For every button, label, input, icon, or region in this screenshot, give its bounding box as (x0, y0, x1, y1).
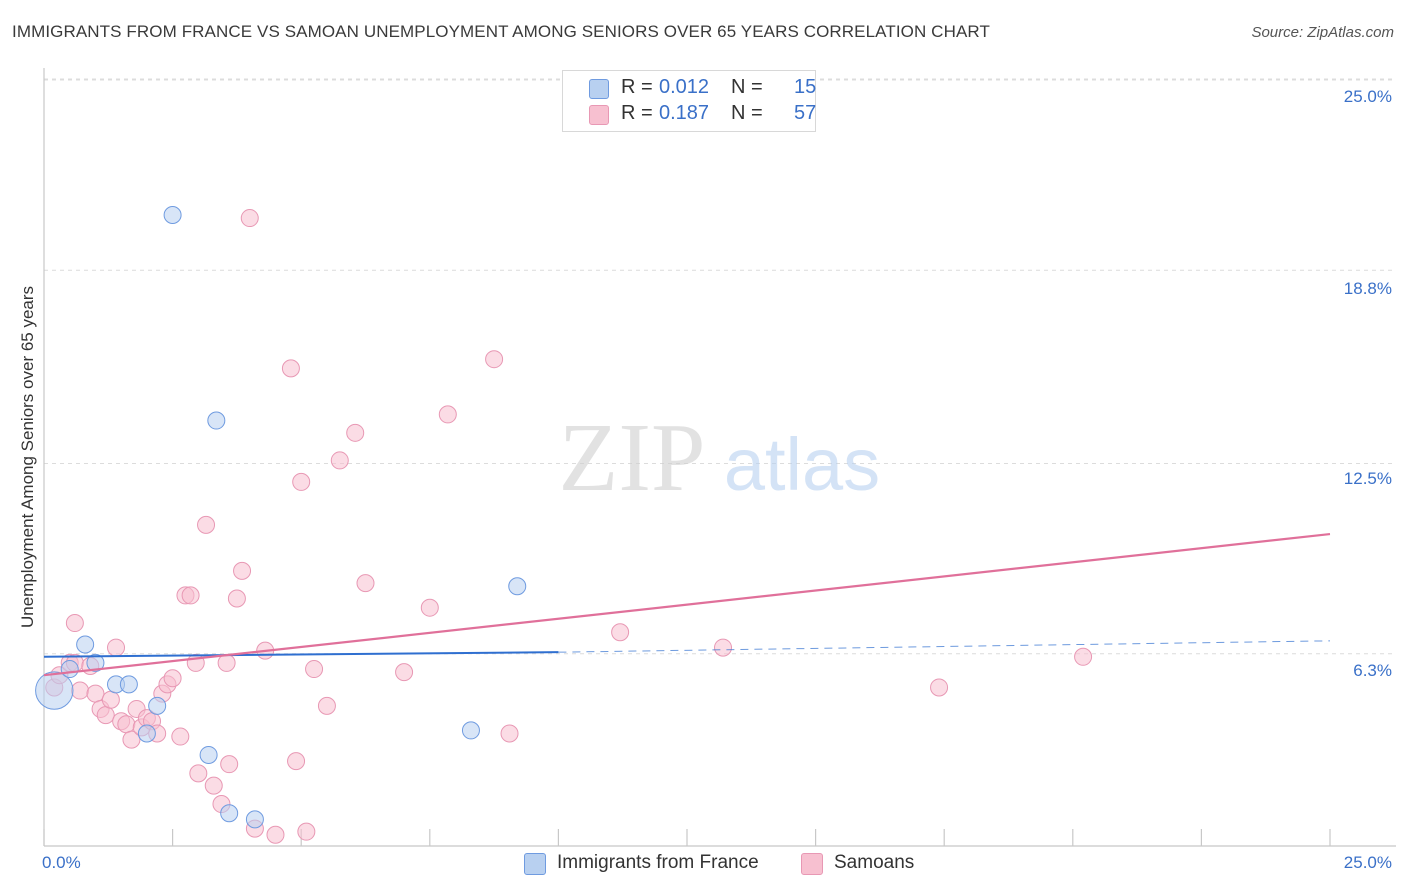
source-label: Source: ZipAtlas.com (1251, 24, 1394, 41)
legend-r-value: 0.012 (659, 76, 710, 98)
point-france (137, 724, 156, 743)
point-samoans (500, 724, 519, 743)
point-samoans (305, 660, 324, 679)
chart-title: IMMIGRANTS FROM FRANCE VS SAMOAN UNEMPLO… (12, 22, 990, 41)
point-france (245, 810, 264, 829)
point-samoans (266, 825, 285, 844)
legend-label-france: Immigrants from France (557, 852, 759, 873)
point-samoans (317, 696, 336, 715)
point-samoans (346, 423, 365, 442)
point-france (508, 577, 527, 596)
point-samoans (71, 681, 90, 700)
point-samoans (330, 451, 349, 470)
point-samoans (1074, 647, 1093, 666)
point-samoans (297, 822, 316, 841)
point-france (163, 205, 182, 224)
point-samoans (171, 727, 190, 746)
point-samoans (101, 690, 120, 709)
point-samoans (356, 574, 375, 593)
legend-n-value: 15 (794, 76, 817, 98)
point-samoans (281, 359, 300, 378)
point-samoans (292, 472, 311, 491)
point-samoans (181, 586, 200, 605)
point-samoans (714, 638, 733, 657)
point-samoans (395, 663, 414, 682)
legend-swatch-blue (589, 79, 609, 99)
point-samoans (96, 706, 115, 725)
point-samoans (107, 638, 126, 657)
y-tick-label-18-8: 18.8% (1343, 279, 1392, 298)
legend-swatch-pink (801, 853, 823, 875)
legend-n-label: N = (731, 102, 763, 124)
legend-r-label: R = (621, 102, 653, 124)
point-samoans (117, 715, 136, 734)
watermark-atlas: atlas (724, 423, 880, 506)
point-samoans (189, 764, 208, 783)
x-tick-label-25: 25.0% (1343, 853, 1392, 872)
watermark-zip: ZIP (559, 404, 706, 512)
y-axis-title: Unemployment Among Seniors over 65 years (18, 285, 37, 629)
legend-r-label: R = (621, 76, 653, 98)
point-samoans (122, 730, 141, 749)
point-france (148, 696, 167, 715)
point-samoans (438, 405, 457, 424)
trend-line-samoans (43, 532, 1331, 677)
x-tick-label-0: 0.0% (42, 853, 81, 872)
y-tick-label-6-3: 6.3% (1353, 661, 1392, 680)
point-samoans (217, 653, 236, 672)
y-tick-label-25: 25.0% (1343, 87, 1392, 106)
point-samoans (611, 623, 630, 642)
point-france (60, 660, 79, 679)
legend-n-value: 57 (794, 102, 817, 124)
point-samoans (930, 678, 949, 697)
point-samoans (163, 669, 182, 688)
point-samoans (485, 350, 504, 369)
axes (43, 68, 1396, 847)
point-france (199, 745, 218, 764)
legend-swatch-pink (589, 105, 609, 125)
point-france (220, 804, 239, 823)
stats-legend: R = 0.012 N = 15 R = 0.187 N = 57 (562, 70, 816, 132)
legend-r-value: 0.187 (659, 102, 710, 124)
point-france (35, 671, 74, 710)
y-tick-label-12-5: 12.5% (1343, 469, 1392, 488)
point-france (86, 653, 105, 672)
point-samoans (197, 515, 216, 534)
point-france (207, 411, 226, 430)
point-samoans (220, 755, 239, 774)
point-samoans (204, 776, 223, 795)
trend-line-france (43, 651, 559, 658)
point-samoans (233, 561, 252, 580)
point-samoans (240, 209, 259, 228)
legend-n-label: N = (731, 76, 763, 98)
point-samoans (420, 598, 439, 617)
legend-label-samoans: Samoans (834, 852, 915, 873)
point-samoans (227, 589, 246, 608)
point-samoans (86, 684, 105, 703)
point-france (76, 635, 95, 654)
point-france (119, 675, 138, 694)
trend-lines (43, 532, 1331, 677)
trend-line-france-extension (558, 640, 1331, 653)
point-samoans (287, 752, 306, 771)
data-points (35, 205, 1093, 844)
point-france (461, 721, 480, 740)
legend-swatch-blue (524, 853, 546, 875)
point-samoans (65, 614, 84, 633)
